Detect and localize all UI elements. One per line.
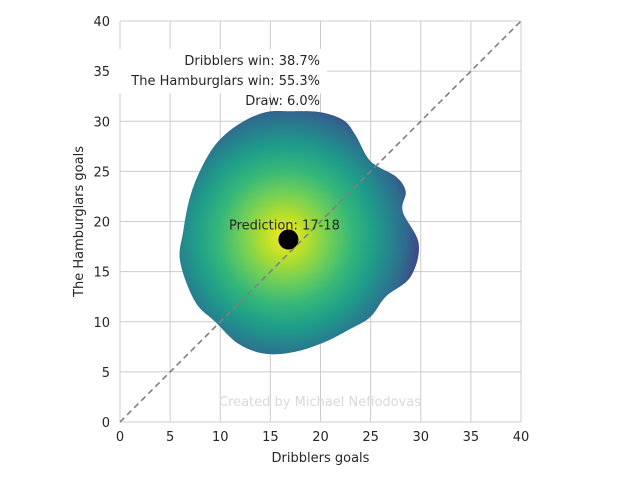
y-tick-label: 30 [93, 115, 110, 130]
y-tick-label: 10 [93, 316, 110, 331]
y-axis-label: The Hamburglars goals [72, 146, 87, 298]
x-tick-label: 30 [412, 430, 429, 445]
hamburglars-win-probability: The Hamburglars win: 55.3% [130, 74, 320, 89]
x-axis-label: Dribblers goals [272, 451, 370, 466]
probability-box [117, 49, 327, 93]
y-tick-label: 15 [93, 266, 110, 281]
x-tick-label: 10 [212, 430, 229, 445]
y-tick-label: 35 [93, 65, 110, 80]
x-tick-label: 5 [166, 430, 174, 445]
draw-probability: Draw: 6.0% [245, 94, 320, 109]
x-tick-label: 35 [463, 430, 480, 445]
x-tick-label: 15 [262, 430, 279, 445]
goal-density-blob [179, 110, 419, 355]
x-tick-label: 40 [513, 430, 530, 445]
x-tick-label: 0 [116, 430, 124, 445]
y-tick-label: 40 [93, 15, 110, 30]
y-tick-label: 0 [102, 416, 110, 431]
credit-watermark: Created by Michael Nefiodovas [219, 395, 421, 410]
dribblers-win-probability: Dribblers win: 38.7% [184, 54, 320, 69]
x-tick-label: 20 [312, 430, 329, 445]
x-tick-label: 25 [362, 430, 379, 445]
y-tick-label: 20 [93, 216, 110, 231]
prediction-point [278, 229, 299, 250]
y-tick-label: 5 [102, 366, 110, 381]
axes: 0 5 10 15 20 25 30 35 40 0 5 10 15 20 25 30 35 40 [93, 15, 529, 445]
prediction-annotation: Prediction: 17-18 [229, 219, 340, 234]
y-tick-label: 25 [93, 165, 110, 180]
draw-diagonal-line [119, 20, 522, 423]
